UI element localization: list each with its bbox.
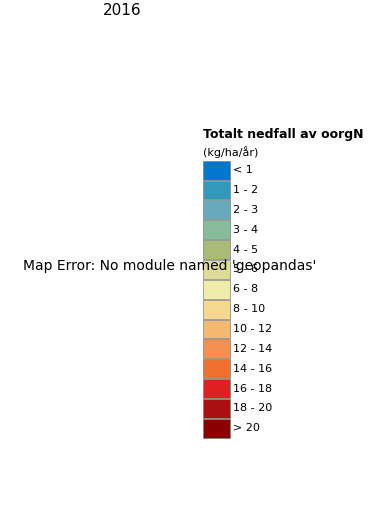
FancyBboxPatch shape [203,181,230,200]
Text: Map Error: No module named 'geopandas': Map Error: No module named 'geopandas' [23,259,317,273]
FancyBboxPatch shape [203,161,230,180]
Text: 14 - 16: 14 - 16 [233,364,273,374]
FancyBboxPatch shape [203,240,230,259]
Text: 16 - 18: 16 - 18 [233,383,273,394]
Text: 18 - 20: 18 - 20 [233,403,273,414]
Text: 5 - 6: 5 - 6 [233,265,259,275]
FancyBboxPatch shape [203,399,230,418]
Text: 6 - 8: 6 - 8 [233,284,259,294]
Text: < 1: < 1 [233,165,253,175]
FancyBboxPatch shape [203,419,230,438]
Text: 2016: 2016 [103,3,142,18]
FancyBboxPatch shape [203,359,230,378]
Text: 8 - 10: 8 - 10 [233,304,265,314]
Text: 3 - 4: 3 - 4 [233,225,259,235]
Text: > 20: > 20 [233,424,261,433]
FancyBboxPatch shape [203,220,230,239]
Text: (kg/ha/år): (kg/ha/år) [203,146,259,158]
FancyBboxPatch shape [203,260,230,279]
FancyBboxPatch shape [203,300,230,319]
Text: Totalt nedfall av oorgN: Totalt nedfall av oorgN [203,128,364,141]
FancyBboxPatch shape [203,201,230,219]
FancyBboxPatch shape [203,280,230,299]
FancyBboxPatch shape [203,319,230,339]
Text: 12 - 14: 12 - 14 [233,344,273,354]
Text: 1 - 2: 1 - 2 [233,185,259,195]
Text: 4 - 5: 4 - 5 [233,245,259,255]
FancyBboxPatch shape [203,379,230,398]
Text: 10 - 12: 10 - 12 [233,324,273,334]
FancyBboxPatch shape [203,340,230,358]
Text: 2 - 3: 2 - 3 [233,205,259,215]
